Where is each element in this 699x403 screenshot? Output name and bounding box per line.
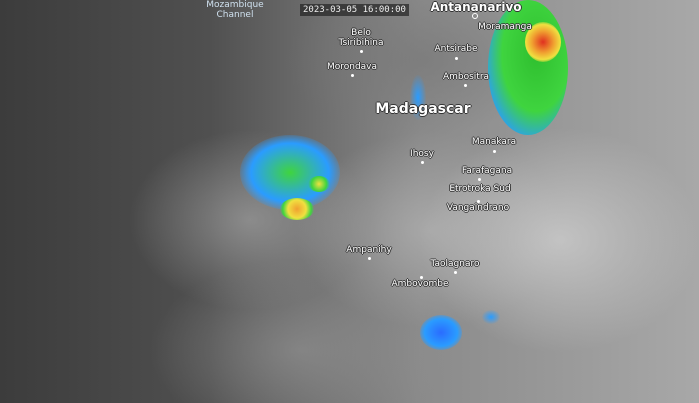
capital-marker xyxy=(472,13,478,19)
city-label: Ampanihy xyxy=(346,245,392,255)
city-label: Belo xyxy=(351,28,371,38)
city-label: Manakara xyxy=(471,137,517,147)
city-label: Tsiribihina xyxy=(338,38,384,48)
city-marker xyxy=(477,200,480,203)
convection-cell xyxy=(410,75,426,120)
city-label: Farafagana xyxy=(461,166,513,176)
water-label: Mozambique Channel xyxy=(206,0,263,20)
city-marker xyxy=(421,161,424,164)
city-label: Ihosy xyxy=(410,149,434,159)
convection-cell xyxy=(488,0,568,135)
city-label: Antsirabe xyxy=(434,44,478,54)
city-label: Moramanga xyxy=(478,22,532,32)
convection-core xyxy=(525,22,561,62)
city-marker xyxy=(478,178,481,181)
convection-core xyxy=(308,176,330,192)
city-label: Antananarivo xyxy=(430,0,522,14)
city-marker xyxy=(360,50,363,53)
timestamp-label: 2023-03-05 16:00:00 xyxy=(300,4,409,16)
city-label: Vangaindrano xyxy=(446,203,510,213)
convection-cell xyxy=(482,310,500,324)
city-marker xyxy=(351,74,354,77)
city-marker xyxy=(464,84,467,87)
city-marker xyxy=(455,57,458,60)
convection-cell xyxy=(240,135,340,210)
city-label: Taolagnaro xyxy=(430,259,480,269)
city-marker xyxy=(454,271,457,274)
convection-core xyxy=(280,198,314,220)
city-label: Morondava xyxy=(326,62,378,72)
city-label: Etrotroka Sud xyxy=(449,184,511,194)
water-label-line2: Channel xyxy=(216,10,254,20)
country-label: Madagascar xyxy=(375,101,471,117)
city-marker xyxy=(368,257,371,260)
convection-cell xyxy=(420,315,462,350)
city-label: Ambovombe xyxy=(391,279,449,289)
city-marker xyxy=(420,276,423,279)
water-label-line1: Mozambique xyxy=(206,0,264,10)
city-marker xyxy=(493,150,496,153)
city-label: Ambositra xyxy=(442,72,490,82)
